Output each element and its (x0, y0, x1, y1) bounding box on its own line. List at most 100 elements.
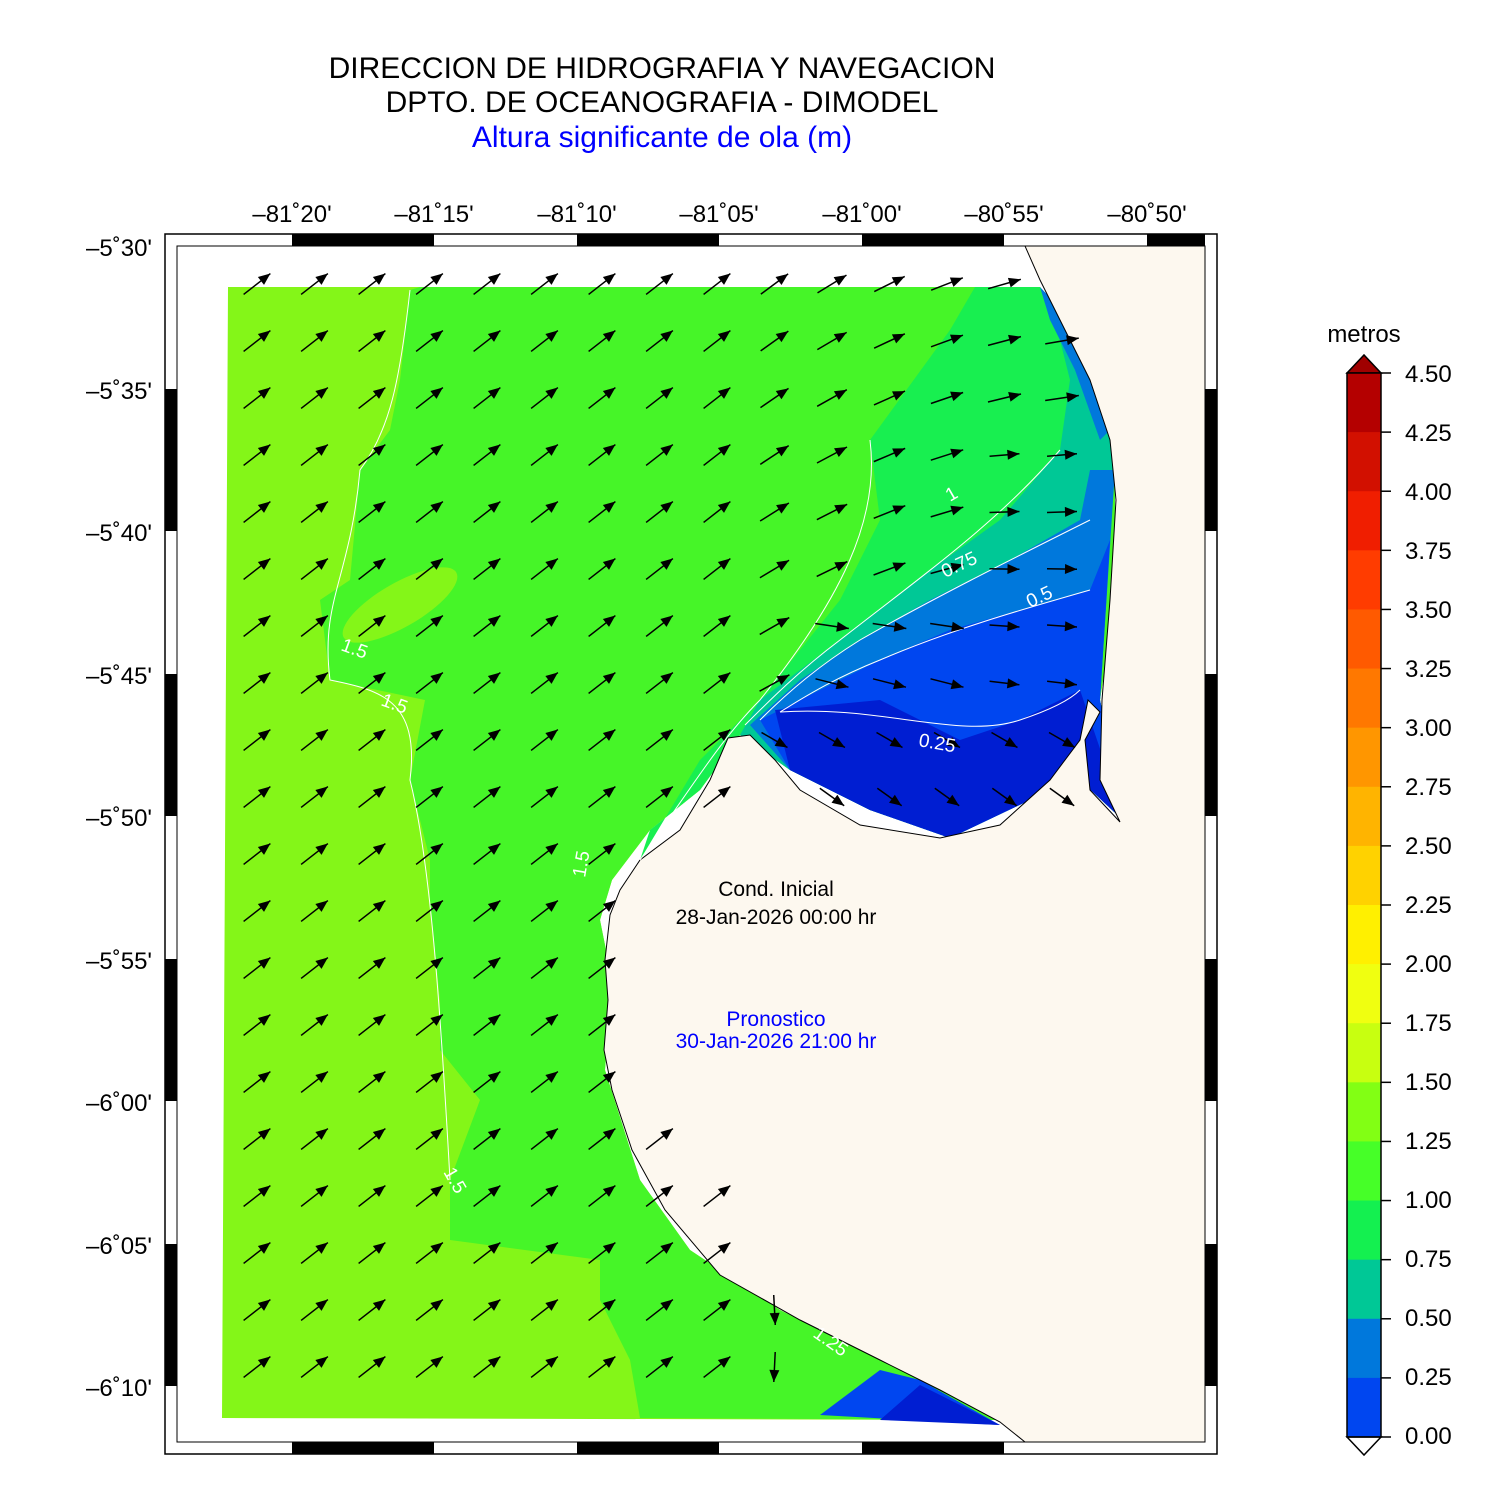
wave-arrow (473, 1184, 501, 1208)
wave-arrow (530, 1241, 559, 1265)
wave-arrow (588, 899, 616, 923)
wave-arrow (933, 731, 961, 749)
wave-arrow (645, 1298, 674, 1322)
wave-arrow (473, 386, 501, 410)
wave-arrow (815, 621, 849, 632)
wave-arrow (530, 386, 559, 410)
wave-arrow (415, 956, 444, 980)
wave-arrow (989, 678, 1020, 689)
north-shore-fringe (1040, 287, 1110, 440)
wave-arrow (415, 329, 444, 353)
wave-arrow (300, 956, 329, 980)
lon-tick-label: –81˚20' (252, 201, 331, 228)
wave-arrow (300, 1355, 329, 1379)
wave-arrow (703, 785, 731, 809)
wave-arrow (1047, 678, 1077, 689)
frame-bar (292, 1442, 434, 1454)
wave-arrow (300, 443, 329, 467)
wave-arrow (588, 1184, 616, 1208)
wave-arrow (645, 500, 674, 524)
wave-arrow (1045, 392, 1079, 403)
sea-zone-000 (775, 690, 1125, 838)
wave-arrow (989, 506, 1020, 517)
wave-arrow (645, 329, 674, 353)
wave-arrow (243, 671, 271, 695)
wave-arrow (588, 1241, 616, 1265)
wave-arrow (703, 443, 731, 467)
colorbar-under-triangle (1345, 1436, 1383, 1457)
wave-arrow (473, 899, 501, 923)
frame-bar (165, 674, 177, 816)
wave-arrow (300, 785, 329, 809)
colorbar-swatch (1347, 1082, 1381, 1142)
wave-arrow (759, 559, 790, 579)
colorbar-outline (1346, 372, 1382, 1438)
wave-arrow (358, 386, 386, 410)
wave-arrow (530, 614, 559, 638)
wave-arrow (703, 1241, 731, 1265)
wave-arrow (358, 671, 386, 695)
wave-arrow (873, 333, 906, 349)
wave-arrow (358, 1184, 386, 1208)
colorbar-labels: 4.50 4.25 4.00 3.75 3.50 3.25 3.00 2.75 … (1405, 361, 1452, 1450)
wave-arrow (645, 443, 674, 467)
wave-arrow (358, 1013, 386, 1037)
wave-arrow (987, 334, 1022, 347)
wave-arrow (530, 1355, 559, 1379)
wave-arrow (358, 842, 386, 866)
wave-arrow (645, 1184, 674, 1208)
wave-arrow (530, 1013, 559, 1037)
wave-arrow (300, 1184, 329, 1208)
wave-arrow (473, 842, 501, 866)
wave-arrow (300, 728, 329, 752)
wave-arrow (473, 728, 501, 752)
title-line-1: DIRECCION DE HIDROGRAFIA Y NAVEGACION (328, 52, 996, 85)
colorbar-tick: 0.25 (1405, 1364, 1452, 1391)
wave-arrow (1045, 335, 1079, 346)
wave-arrow (761, 731, 788, 749)
wave-arrow (759, 674, 790, 692)
wave-arrow (1049, 787, 1075, 807)
wave-arrow (816, 389, 848, 407)
wave-arrow (873, 390, 906, 406)
frame-bar (1205, 674, 1217, 816)
colorbar-swatch (1347, 432, 1381, 492)
wave-arrow (243, 1355, 271, 1379)
wave-arrow (815, 678, 849, 690)
wave-arrow (243, 329, 271, 353)
colorbar-tick: 3.25 (1405, 656, 1452, 683)
wave-arrow (473, 956, 501, 980)
colorbar-swatch (1347, 373, 1381, 433)
wave-arrow (645, 272, 674, 296)
wave-arrow (530, 1184, 559, 1208)
wave-arrow (415, 1298, 444, 1322)
wave-arrow (872, 678, 907, 690)
contour-label: 1.5 (569, 849, 594, 879)
wave-arrow (473, 500, 501, 524)
wave-arrow (530, 842, 559, 866)
wave-arrow (473, 557, 501, 581)
colorbar-tick: 2.50 (1405, 833, 1452, 860)
wave-arrow (473, 614, 501, 638)
wave-arrow (1046, 564, 1078, 575)
wave-arrow (588, 671, 616, 695)
frame-bar (165, 959, 177, 1101)
wave-arrow (588, 1070, 616, 1094)
wave-arrow (816, 331, 848, 351)
colorbar-tick: 4.25 (1405, 420, 1452, 447)
wave-arrow (703, 1298, 731, 1322)
wave-arrow (473, 785, 501, 809)
frame-bar (1147, 234, 1205, 246)
wave-arrow (703, 614, 731, 638)
forecast-label: Pronostico (726, 1008, 825, 1031)
wave-arrow (473, 272, 501, 296)
lat-tick-label: –5˚55' (86, 948, 152, 975)
lat-tick-label: –5˚50' (86, 805, 152, 832)
wave-arrow (300, 1298, 329, 1322)
colorbar-swatch (1347, 964, 1381, 1024)
wave-arrow (588, 842, 616, 866)
frame-bar (1205, 1244, 1217, 1386)
wave-arrow (415, 1184, 444, 1208)
wave-arrow (300, 1127, 329, 1151)
wave-arrow (415, 500, 444, 524)
